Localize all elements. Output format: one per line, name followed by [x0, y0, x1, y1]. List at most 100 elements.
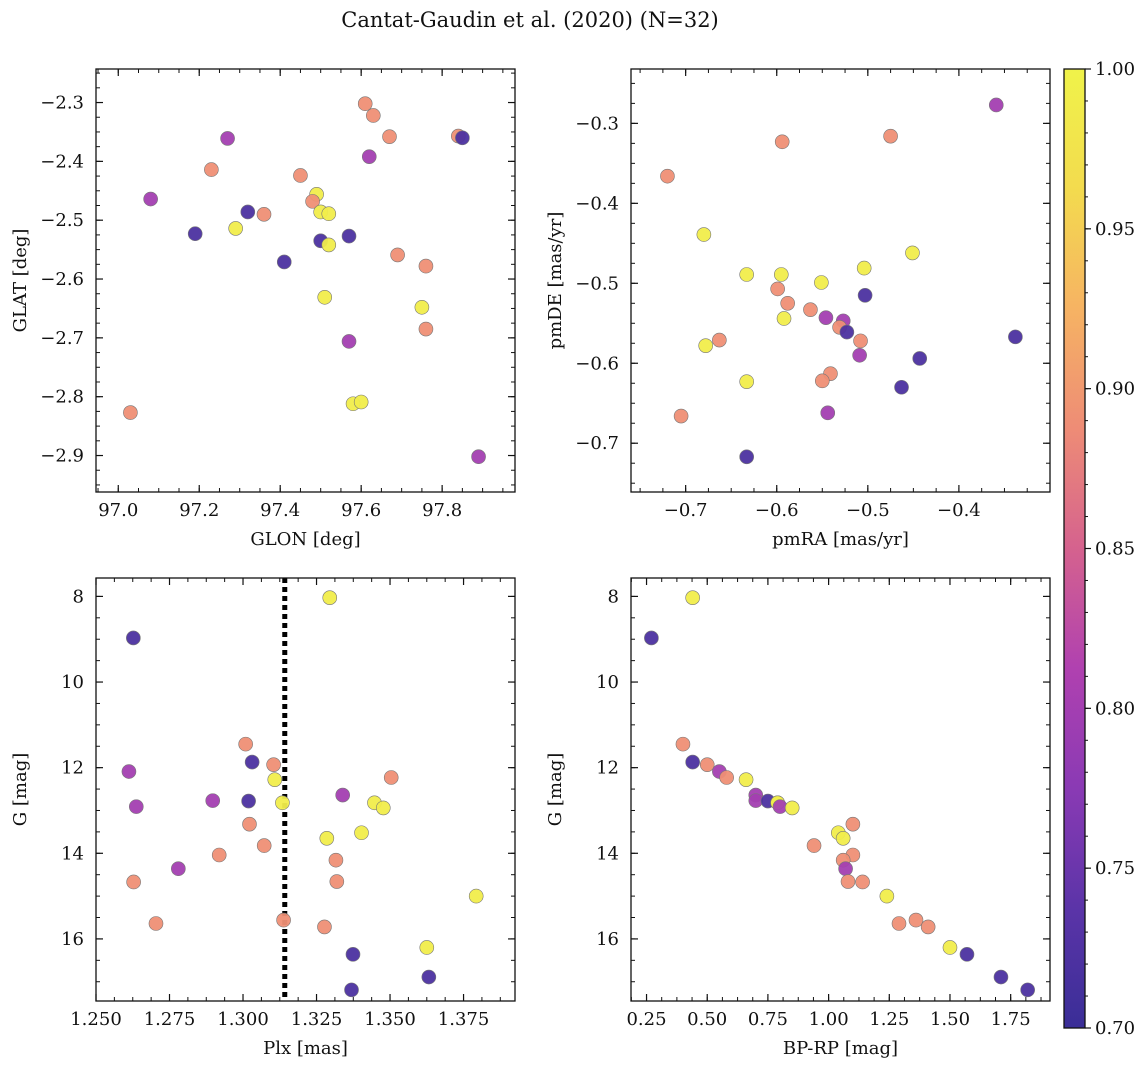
- x-tick-label-1p75: 1.75: [991, 1009, 1031, 1030]
- minor-ticks: [95, 578, 515, 1001]
- data-point: [321, 237, 337, 253]
- data-point: [228, 221, 243, 236]
- data-point: [361, 149, 377, 164]
- data-point: [455, 130, 470, 146]
- axes-frame: [95, 68, 516, 493]
- major-ticks: [631, 69, 1050, 492]
- y-axis-label: G [mag]: [545, 753, 566, 826]
- data-point: [784, 800, 800, 816]
- data-point: [341, 334, 357, 349]
- y-tick-label-14: 14: [61, 843, 84, 864]
- scatter-points: [123, 96, 486, 465]
- data-point: [128, 799, 144, 814]
- x-tick-label-m0p6: −0.6: [755, 500, 799, 521]
- data-point: [675, 736, 691, 752]
- y-axis-label: G [mag]: [10, 753, 31, 826]
- data-point: [205, 793, 221, 808]
- x-tick-label-97p4: 97.4: [260, 500, 300, 521]
- data-point: [770, 281, 785, 297]
- y-tick-label-m2p9: −2.9: [40, 446, 84, 467]
- data-point: [920, 919, 936, 935]
- data-point: [418, 321, 434, 337]
- y-tick-label-m0p5: −0.5: [575, 273, 619, 294]
- y-tick-label-16: 16: [596, 929, 619, 950]
- data-point: [241, 793, 256, 809]
- data-point: [238, 736, 253, 752]
- data-point: [123, 405, 138, 420]
- data-point: [390, 247, 405, 263]
- data-point: [383, 770, 399, 785]
- panel-3: 1.250 1.275 1.300 1.325 1.350 1.375 8 10 12 14 16 P…: [10, 577, 516, 1059]
- data-point: [780, 295, 795, 311]
- data-point: [806, 838, 822, 853]
- y-tick-label-m0p4: −0.4: [575, 193, 619, 214]
- data-point: [820, 405, 836, 421]
- data-point: [856, 260, 872, 276]
- colorbar-frame: [1063, 68, 1086, 1029]
- data-point: [321, 206, 337, 222]
- data-point: [993, 969, 1009, 985]
- data-point: [818, 310, 834, 325]
- scatter-points: [644, 590, 1035, 998]
- data-point: [267, 772, 283, 787]
- data-point: [375, 800, 391, 816]
- data-point: [335, 787, 350, 803]
- data-point: [418, 258, 434, 274]
- data-point: [699, 757, 715, 772]
- x-tick-label-m0p4: −0.4: [937, 500, 981, 521]
- x-axis-label: pmRA [mas/yr]: [772, 529, 909, 550]
- colorbar-tick-label-0p8: 0.80: [1095, 698, 1135, 719]
- data-point: [685, 754, 700, 770]
- data-point: [305, 194, 320, 209]
- data-point: [739, 374, 754, 389]
- data-point: [276, 254, 292, 270]
- data-point: [468, 888, 484, 904]
- axes-frame: [630, 577, 1051, 1002]
- x-tick-label-97: 97.0: [98, 500, 138, 521]
- x-tick-label-0p75: 0.75: [748, 1009, 788, 1030]
- data-point: [121, 764, 137, 779]
- x-tick-label-1p325: 1.325: [291, 1009, 343, 1030]
- data-point: [739, 267, 754, 282]
- data-point: [739, 449, 754, 465]
- colorbar-tick-label-0p9: 0.90: [1095, 379, 1135, 400]
- data-point: [211, 847, 227, 863]
- data-point: [712, 332, 727, 348]
- data-point: [471, 449, 486, 465]
- data-point: [345, 947, 361, 962]
- x-tick-label-1p25: 1.25: [869, 1009, 909, 1030]
- data-point: [256, 207, 272, 222]
- data-point: [673, 408, 689, 424]
- data-point: [341, 228, 357, 244]
- data-point: [894, 379, 909, 395]
- figure-title: Cantat-Gaudin et al. (2020) (N=32): [341, 8, 719, 32]
- data-point: [959, 947, 975, 962]
- data-point: [242, 816, 257, 832]
- major-ticks: [631, 578, 1050, 1001]
- scatter-points: [660, 97, 1023, 465]
- x-tick-label-1p25: 1.250: [70, 1009, 122, 1030]
- data-point: [772, 799, 788, 814]
- minor-ticks: [631, 69, 1051, 492]
- x-axis-label: GLON [deg]: [250, 529, 360, 550]
- y-axis-label: GLAT [deg]: [10, 229, 31, 333]
- data-point: [773, 267, 789, 282]
- data-point: [317, 919, 332, 935]
- data-point: [148, 916, 164, 931]
- data-point: [776, 311, 792, 326]
- data-point: [840, 874, 856, 889]
- y-tick-label-m2p8: −2.8: [40, 387, 84, 408]
- scatter-points: [121, 590, 484, 998]
- data-point: [328, 852, 344, 868]
- data-point: [908, 912, 924, 928]
- data-point: [660, 168, 675, 184]
- x-tick-label-1p35: 1.350: [364, 1009, 416, 1030]
- x-tick-label-1: 1.00: [809, 1009, 849, 1030]
- y-tick-label-m2p5: −2.5: [40, 210, 84, 231]
- data-point: [256, 838, 272, 853]
- x-tick-label-97p8: 97.8: [422, 500, 462, 521]
- data-point: [187, 226, 203, 242]
- y-tick-label-m0p3: −0.3: [575, 113, 619, 134]
- data-point: [855, 874, 870, 890]
